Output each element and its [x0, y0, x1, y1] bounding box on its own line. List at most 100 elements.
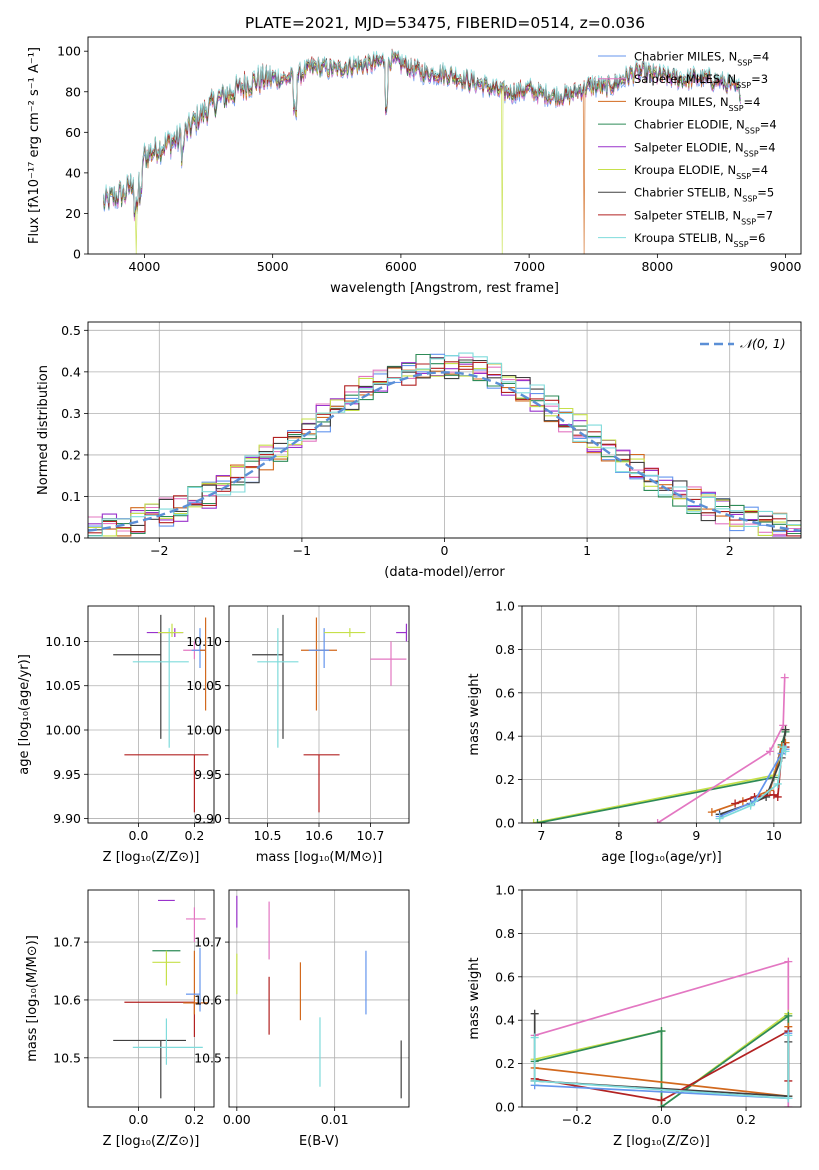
- y-tick-label: 1.0: [495, 883, 515, 898]
- plots: 4000 5000 6000 7000 8000 9000020406080100wave…: [17, 36, 802, 1149]
- mass-weight-line: [533, 729, 787, 823]
- y-tick-label: 60: [65, 125, 81, 140]
- mass_vs_Z-axes: 0.0 0.2 10.5 10.6 10.7 Z [log₁₀(Z/Z⊙)] mass [l…: [25, 889, 215, 1149]
- x-tick-label: 7: [537, 828, 545, 843]
- mass-weight-point: [779, 743, 788, 752]
- spectrum-xlabel: wavelength [Angstrom, rest frame]: [330, 281, 559, 296]
- mass-weight-line: [657, 677, 786, 823]
- spectrum-axes: 4000 5000 6000 7000 8000 9000 0 20 40 60 80 100 wave…: [27, 36, 802, 296]
- residuals-frame: [87, 321, 802, 539]
- mass_vs_ebv-plot-area: [236, 895, 402, 1099]
- x-tick-label: −1: [293, 543, 311, 558]
- y-tick-label: 0.0: [495, 816, 515, 831]
- massweight_vs_age-frame: [521, 605, 802, 824]
- mass-weight-point: [657, 1027, 666, 1036]
- age_vs_Z-plot-area: [113, 614, 209, 813]
- x-tick-label: 10: [766, 828, 782, 843]
- y-tick-label: 10.5: [53, 1050, 81, 1065]
- mass-weight-point: [773, 779, 782, 788]
- mass-weight-point: [779, 721, 788, 730]
- mass-weight-point: [530, 1076, 539, 1085]
- x-tick-label: −2: [150, 543, 168, 558]
- y-tick-label: 10.05: [45, 678, 81, 693]
- legend-entry: Chabrier STELIB, NSSP=5: [634, 186, 774, 204]
- y-tick-label: 0.1: [61, 489, 81, 504]
- y-tick-label: 0.8: [495, 642, 515, 657]
- mass_vs_ebv-axes: 0.00 0.01 10.5 10.6 10.7 E(B-V): [194, 889, 410, 1149]
- mass-weight-point: [781, 725, 790, 734]
- y-tick-label: 1.0: [495, 599, 515, 614]
- massweight_vs_age-ylabel: mass weight: [467, 673, 482, 755]
- x-tick-label: 9000: [770, 259, 802, 274]
- mass-weight-point: [530, 1033, 539, 1042]
- age_vs_Z-xlabel: Z [log₁₀(Z/Z⊙)]: [103, 850, 200, 865]
- spectrum-plot-area: [103, 48, 742, 254]
- y-tick-label: 10.5: [194, 1050, 222, 1065]
- mass_vs_Z-xlabel: Z [log₁₀(Z/Z⊙)]: [103, 1134, 200, 1149]
- y-tick-label: 10.7: [194, 935, 222, 950]
- mass-weight-point: [781, 747, 790, 756]
- y-tick-label: 0.5: [61, 323, 81, 338]
- spectrum-title: PLATE=2021, MJD=53475, FIBERID=0514, z=0…: [245, 14, 645, 32]
- age_vs_Z-axes: 0.0 0.2 9.90 9.95 10.00 10.05 10.10 Z [log₁₀(Z/…: [17, 605, 215, 865]
- legend-entry: Kroupa ELODIE, NSSP=4: [634, 163, 768, 181]
- mass-weight-point: [784, 1103, 793, 1107]
- x-tick-label: 0.2: [736, 1112, 756, 1127]
- mass_vs_ebv-frame: [228, 889, 410, 1108]
- mass-weight-line: [533, 1035, 790, 1100]
- x-tick-label: 10.5: [254, 828, 282, 843]
- age_vs_mass-plot-area: [252, 614, 408, 813]
- x-tick-label: 0.2: [184, 1112, 204, 1127]
- age_vs_mass-xlabel: mass [log₁₀(M/M⊙)]: [256, 850, 383, 865]
- y-tick-label: 9.90: [53, 811, 81, 826]
- x-tick-label: −0.2: [562, 1112, 592, 1127]
- y-tick-label: 9.95: [194, 767, 222, 782]
- massweight_vs_Z-ylabel: mass weight: [467, 957, 482, 1039]
- normal-curve: [88, 371, 801, 532]
- y-tick-label: 10.6: [194, 992, 222, 1007]
- x-tick-label: 0.0: [128, 828, 148, 843]
- mass-weight-point: [773, 792, 782, 801]
- x-tick-label: 0.0: [652, 1112, 672, 1127]
- mass-weight-point: [707, 808, 716, 817]
- massweight_vs_age-plot-area: [529, 673, 790, 823]
- y-tick-label: 0.8: [495, 926, 515, 941]
- age_vs_Z-ylabel: age [log₁₀(age/yr)]: [17, 654, 32, 775]
- y-tick-label: 10.6: [53, 992, 81, 1007]
- legend-normal-label: 𝒩(0, 1): [740, 336, 786, 351]
- mass-weight-point: [653, 819, 662, 823]
- spectrum-series-line: [103, 48, 741, 214]
- x-tick-label: 8000: [641, 259, 673, 274]
- x-tick-label: 9: [692, 828, 700, 843]
- residuals-plot-area: [88, 352, 801, 537]
- massweight_vs_age-axes: 7 8 9 10 0.0 0.2 0.4 0.6 0.8 1.0 age [log₁₀(age/yr…: [467, 599, 802, 865]
- age_vs_mass-axes: 10.5 10.6 10.7 9.90 9.95 10.00 10.05 10.10 mass …: [186, 605, 410, 865]
- age_vs_Z-frame: [87, 605, 215, 824]
- x-tick-label: 7000: [513, 259, 545, 274]
- mass_vs_ebv-xlabel: E(B-V): [299, 1134, 339, 1149]
- y-tick-label: 100: [57, 44, 81, 59]
- y-tick-label: 0.6: [495, 969, 515, 984]
- mass-weight-point: [784, 957, 793, 966]
- residual-histogram-step: [88, 352, 801, 537]
- mass-weight-point: [530, 1009, 539, 1018]
- mass-weight-point: [746, 801, 755, 810]
- y-tick-label: 80: [65, 84, 81, 99]
- legend-entry: Chabrier ELODIE, NSSP=4: [634, 118, 777, 136]
- mass-weight-point: [731, 799, 740, 808]
- legend-entry: Salpeter ELODIE, NSSP=4: [634, 140, 776, 158]
- x-tick-label: 10.6: [305, 828, 333, 843]
- residuals-xlabel: (data-model)/error: [384, 565, 505, 580]
- massweight_vs_Z-axes: −0.2 0.0 0.2 0.0 0.2 0.4 0.6 0.8 1.0 Z [log₁₀(Z/Z…: [467, 883, 802, 1149]
- massweight_vs_Z-plot-area: [530, 957, 793, 1107]
- residual-histogram-step: [88, 357, 801, 531]
- y-tick-label: 10.00: [186, 723, 222, 738]
- mass-weight-point: [529, 819, 538, 823]
- y-tick-label: 0.0: [495, 1100, 515, 1115]
- mass_vs_Z-frame: [87, 889, 215, 1108]
- y-tick-label: 20: [65, 206, 81, 221]
- x-tick-label: 0.01: [321, 1112, 349, 1127]
- mass-weight-point: [533, 819, 542, 823]
- legend-entry: Chabrier MILES, NSSP=4: [634, 50, 769, 68]
- x-tick-label: 4000: [129, 259, 161, 274]
